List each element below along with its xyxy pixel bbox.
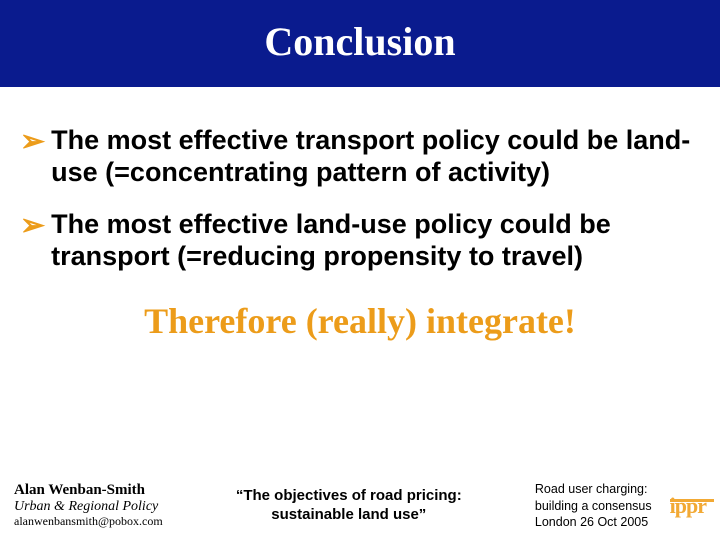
author-email: alanwenbansmith@pobox.com <box>14 515 163 529</box>
divider-strip <box>0 87 720 97</box>
author-org: Urban & Regional Policy <box>14 499 163 515</box>
bullet-text: The most effective transport policy coul… <box>51 125 700 189</box>
event-line: Road user charging: <box>535 481 652 497</box>
quote-line: “The objectives of road pricing: <box>181 487 517 506</box>
author-name: Alan Wenban-Smith <box>14 482 163 499</box>
bullet-item: ➢ The most effective land-use policy cou… <box>20 209 700 273</box>
arrow-bullet-icon: ➢ <box>20 211 45 241</box>
content-area: ➢ The most effective transport policy co… <box>0 97 720 342</box>
quote-block: “The objectives of road pricing: sustain… <box>181 487 517 525</box>
bullet-item: ➢ The most effective transport policy co… <box>20 125 700 189</box>
slide: Conclusion ➢ The most effective transpor… <box>0 0 720 540</box>
slide-title: Conclusion <box>0 18 720 65</box>
title-band: Conclusion <box>0 0 720 87</box>
event-line: London 26 Oct 2005 <box>535 514 652 530</box>
bullet-text: The most effective land-use policy could… <box>51 209 700 273</box>
arrow-bullet-icon: ➢ <box>20 127 45 157</box>
ippr-logo: ippr <box>670 493 706 519</box>
event-block: Road user charging: building a consensus… <box>535 481 652 530</box>
author-block: Alan Wenban-Smith Urban & Regional Polic… <box>14 482 163 529</box>
quote-line: sustainable land use” <box>181 506 517 525</box>
therefore-statement: Therefore (really) integrate! <box>20 300 700 342</box>
event-line: building a consensus <box>535 498 652 514</box>
footer: Alan Wenban-Smith Urban & Regional Polic… <box>0 473 720 540</box>
logo-text: ippr <box>670 493 706 518</box>
